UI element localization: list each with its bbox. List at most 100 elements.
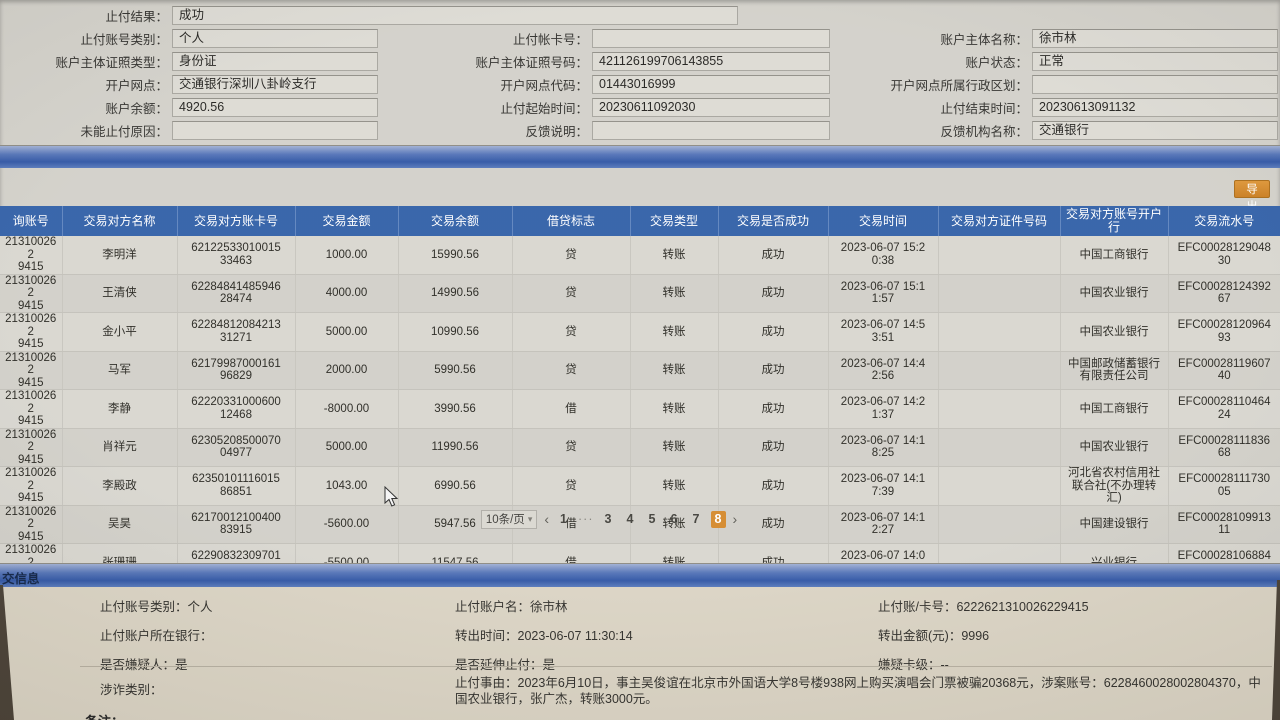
cell-counterparty-name: 金小平 <box>61 312 177 352</box>
cell-success: 成功 <box>717 236 828 275</box>
prev-page-button[interactable]: ‹ <box>544 511 550 527</box>
form-field: 账户主体证照号码： 421126199706143855 <box>380 50 830 73</box>
field-label: 反馈说明： <box>525 125 588 139</box>
field-label: 未能止付原因： <box>80 125 168 139</box>
cell-transaction-type: 转账 <box>629 505 718 544</box>
cell-serial-number: EFC00028120964 93 <box>1167 312 1280 352</box>
cell-cert-number <box>937 274 1060 313</box>
note-label-cutoff: 备注： <box>85 711 124 720</box>
field-value-box: 成功 <box>172 6 738 25</box>
form-field: 止付结果： 成功 <box>0 4 738 27</box>
field-value-box <box>1032 75 1278 94</box>
field-label: 涉诈类别： <box>100 683 163 697</box>
table-row: 213100262 9415 马军 62179987000161 96829 2… <box>0 351 1280 390</box>
submission-field: 是否延伸止付：是 <box>455 651 633 680</box>
page-button[interactable]: 6 <box>670 512 678 526</box>
form-column-left: 止付结果： 成功 止付账号类别： 个人 账户主体证照类型： 身份证 开户网点： … <box>0 4 738 142</box>
form-field: 反馈机构名称： 交通银行 <box>830 119 1278 142</box>
cell-success: 成功 <box>717 274 828 313</box>
submission-field: 止付账户所在银行： <box>100 622 213 651</box>
field-value-box: 正常 <box>1032 52 1278 71</box>
table-header-cell: 交易对方账号开户行 <box>1059 206 1168 236</box>
field-label: 开户网点： <box>105 79 168 93</box>
cell-counterparty-name: 王清侠 <box>61 274 177 313</box>
pagination: 10条/页 ▾ ‹ 1 ··· 3 4 5 6 7 8 › <box>0 508 1280 530</box>
field-label: 止付帐卡号： <box>512 33 588 47</box>
field-label: 账户状态： <box>965 56 1028 70</box>
cell-success: 成功 <box>717 428 828 467</box>
cell-counterparty-bank: 中国邮政储蓄银行 有限责任公司 <box>1059 351 1168 390</box>
cell-transaction-type: 转账 <box>629 351 718 390</box>
table-header-cell: 交易流水号 <box>1167 206 1280 236</box>
page-size-select[interactable]: 10条/页 ▾ <box>480 509 538 529</box>
submission-column-3: 止付账/卡号：6222621310026229415 转出金额(元)：9996 … <box>878 593 1089 680</box>
table-header-cell: 交易时间 <box>827 206 938 236</box>
table-row: 213100262 9415 金小平 62284812084213 31271 … <box>0 312 1280 352</box>
next-page-button[interactable]: › <box>732 511 738 527</box>
form-field: 止付起始时间： 20230611092030 <box>380 96 830 119</box>
cell-debit-credit-flag: 借 <box>511 389 630 429</box>
page-button[interactable]: 3 <box>604 512 612 526</box>
cell-query-account: 213100262 9415 <box>0 505 62 544</box>
cell-serial-number: EFC00028110464 24 <box>1167 389 1280 429</box>
cell-serial-number: EFC00028109913 11 <box>1167 505 1280 544</box>
cell-balance: 6990.56 <box>397 466 512 506</box>
cell-counterparty-card: 62284812084213 31271 <box>176 312 295 352</box>
cell-transaction-type: 转账 <box>629 236 718 275</box>
form-field: 开户网点： 交通银行深圳八卦岭支行 <box>0 73 738 96</box>
cell-counterparty-card: 62122533010015 33463 <box>176 236 295 275</box>
cell-counterparty-card: 62170012100400 83915 <box>176 505 295 544</box>
form-field: 开户网点所属行政区划： <box>830 73 1278 96</box>
field-label: 账户余额： <box>105 102 168 116</box>
cell-time: 2023-06-07 14:2 1:37 <box>827 389 938 429</box>
table-header-cell: 交易对方证件号码 <box>937 206 1060 236</box>
cell-cert-number <box>937 466 1060 506</box>
cell-cert-number <box>937 389 1060 429</box>
cell-counterparty-bank: 中国工商银行 <box>1059 389 1168 429</box>
cell-counterparty-card: 62305208500070 04977 <box>176 428 295 467</box>
cell-debit-credit-flag: 贷 <box>511 312 630 352</box>
form-field: 止付帐卡号： <box>380 27 830 50</box>
stop-payment-detail-form: 止付结果： 成功 止付账号类别： 个人 账户主体证照类型： 身份证 开户网点： … <box>0 0 1280 145</box>
field-value: 2023-06-07 11:30:14 <box>517 629 633 643</box>
cell-counterparty-bank: 中国建设银行 <box>1059 505 1168 544</box>
page-button[interactable]: 8 <box>710 510 726 528</box>
submission-field: 转出金额(元)：9996 <box>878 622 1089 651</box>
page-button[interactable]: 7 <box>692 512 700 526</box>
submission-field: 止付账号类别：个人 <box>100 593 213 622</box>
table-row: 213100262 9415 王清侠 62284841485946 28474 … <box>0 274 1280 313</box>
form-column-middle: 止付帐卡号： 账户主体证照号码： 421126199706143855 开户网点… <box>380 27 830 142</box>
table-header-cell: 询账号 <box>0 206 62 236</box>
cell-counterparty-bank: 河北省农村信用社 联合社(不办理转 汇) <box>1059 466 1168 506</box>
cell-query-account: 213100262 9415 <box>0 274 62 313</box>
stop-payment-reason-field: 止付事由：2023年6月10日，事主吴俊谊在北京市外国语大学8号楼938网上购买… <box>455 675 1273 707</box>
cell-counterparty-bank: 中国工商银行 <box>1059 236 1168 275</box>
cell-cert-number <box>937 236 1060 275</box>
cell-debit-credit-flag: 贷 <box>511 351 630 390</box>
cell-amount: -5600.00 <box>294 505 398 544</box>
field-value-box: 20230611092030 <box>592 98 830 117</box>
page-button[interactable]: ··· <box>578 512 594 526</box>
submission-field: 是否嫌疑人：是 <box>100 651 213 680</box>
cell-success: 成功 <box>717 505 828 544</box>
form-field: 止付结束时间： 20230613091132 <box>830 96 1278 119</box>
export-button[interactable]: 导出 <box>1234 180 1270 213</box>
page-button[interactable]: 5 <box>648 512 656 526</box>
cell-debit-credit-flag: 贷 <box>511 466 630 506</box>
field-value-box: 个人 <box>172 29 378 48</box>
cell-success: 成功 <box>717 351 828 390</box>
cell-debit-credit-flag: 贷 <box>511 428 630 467</box>
submission-section-header-bar: 交信息 <box>0 563 1280 587</box>
cell-serial-number: EFC00028111836 68 <box>1167 428 1280 467</box>
cell-counterparty-name: 马军 <box>61 351 177 390</box>
cell-success: 成功 <box>717 389 828 429</box>
page-button[interactable]: 1 <box>560 512 567 526</box>
field-value: 个人 <box>187 600 213 614</box>
cell-transaction-type: 转账 <box>629 428 718 467</box>
field-label: 止付起始时间： <box>500 102 588 116</box>
page-button[interactable]: 4 <box>626 512 634 526</box>
field-value-box: 身份证 <box>172 52 378 71</box>
cell-counterparty-name: 李殿政 <box>61 466 177 506</box>
cell-balance: 11990.56 <box>397 428 512 467</box>
